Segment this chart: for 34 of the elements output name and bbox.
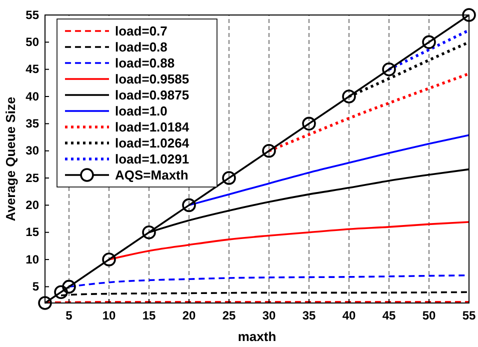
x-tick-label: 20 [182,308,196,323]
legend-label: load=0.7 [115,24,168,38]
x-axis-title: maxth [238,329,276,344]
y-axis-title: Average Queue Size [3,96,18,222]
y-tick-label: 50 [26,35,40,50]
y-tick-label: 5 [32,280,40,294]
y-tick-label: 55 [26,8,40,22]
y-tick-label: 20 [26,198,40,212]
y-tick-label: 35 [26,116,40,131]
y-tick-label: 15 [26,225,40,240]
x-tick-label: 55 [462,308,476,323]
x-tick-label: 45 [382,308,396,323]
y-tick-label: 30 [26,144,40,158]
y-tick-label: 25 [26,170,40,185]
x-tick-label: 30 [262,308,276,323]
y-tick-label: 40 [26,89,40,104]
y-tick-label: 45 [26,62,40,76]
x-tick-label: 15 [142,308,156,323]
x-tick-label: 25 [222,308,236,323]
legend-label: load=0.8 [115,40,168,54]
legend-label: load=0.9875 [115,88,190,102]
legend-label: load=1.0 [115,104,168,118]
x-tick-label: 35 [302,308,316,323]
x-tick-label: 10 [102,308,116,323]
legend-label: load=0.88 [115,56,175,70]
y-tick-label: 10 [26,252,40,266]
legend-label: load=1.0291 [115,152,190,166]
x-tick-label: 50 [422,308,436,323]
legend-label: load=0.9585 [115,72,190,86]
legend-label: load=1.0184 [115,120,190,134]
legend-label: AQS=Maxth [115,168,188,182]
x-tick-label: 40 [342,308,356,323]
x-tick-label: 5 [66,308,73,323]
legend-label: load=1.0264 [115,136,190,150]
